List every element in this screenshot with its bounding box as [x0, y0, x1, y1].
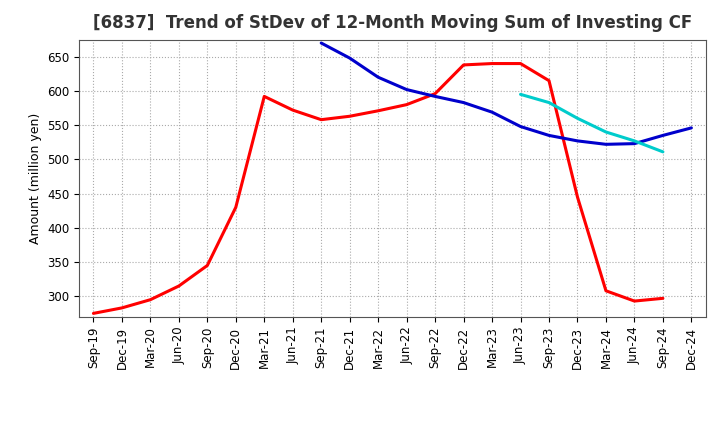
3 Years [659, 296, 667, 301]
3 Years [573, 194, 582, 200]
Title: [6837]  Trend of StDev of 12-Month Moving Sum of Investing CF: [6837] Trend of StDev of 12-Month Moving… [93, 15, 692, 33]
5 Years [346, 55, 354, 61]
3 Years [203, 263, 212, 268]
3 Years [232, 205, 240, 210]
7 Years [545, 100, 554, 105]
7 Years [573, 116, 582, 121]
3 Years [89, 311, 98, 316]
5 Years [459, 100, 468, 105]
3 Years [431, 91, 439, 96]
3 Years [289, 107, 297, 113]
3 Years [516, 61, 525, 66]
5 Years [545, 133, 554, 138]
7 Years [516, 92, 525, 97]
5 Years [516, 124, 525, 129]
7 Years [630, 138, 639, 143]
Y-axis label: Amount (million yen): Amount (million yen) [29, 113, 42, 244]
5 Years [687, 125, 696, 131]
Line: 3 Years: 3 Years [94, 63, 663, 313]
Line: 5 Years: 5 Years [321, 43, 691, 144]
3 Years [317, 117, 325, 122]
5 Years [659, 133, 667, 138]
3 Years [117, 305, 126, 311]
7 Years [602, 129, 611, 135]
3 Years [487, 61, 496, 66]
5 Years [317, 40, 325, 46]
3 Years [174, 283, 183, 289]
3 Years [346, 114, 354, 119]
5 Years [602, 142, 611, 147]
3 Years [146, 297, 155, 302]
3 Years [630, 298, 639, 304]
3 Years [374, 108, 382, 114]
3 Years [402, 102, 411, 107]
5 Years [374, 75, 382, 80]
3 Years [602, 288, 611, 293]
Line: 7 Years: 7 Years [521, 94, 663, 152]
5 Years [630, 141, 639, 146]
5 Years [402, 87, 411, 92]
7 Years [659, 149, 667, 154]
3 Years [260, 94, 269, 99]
5 Years [573, 138, 582, 143]
3 Years [459, 62, 468, 68]
3 Years [545, 78, 554, 83]
5 Years [487, 110, 496, 115]
5 Years [431, 94, 439, 99]
